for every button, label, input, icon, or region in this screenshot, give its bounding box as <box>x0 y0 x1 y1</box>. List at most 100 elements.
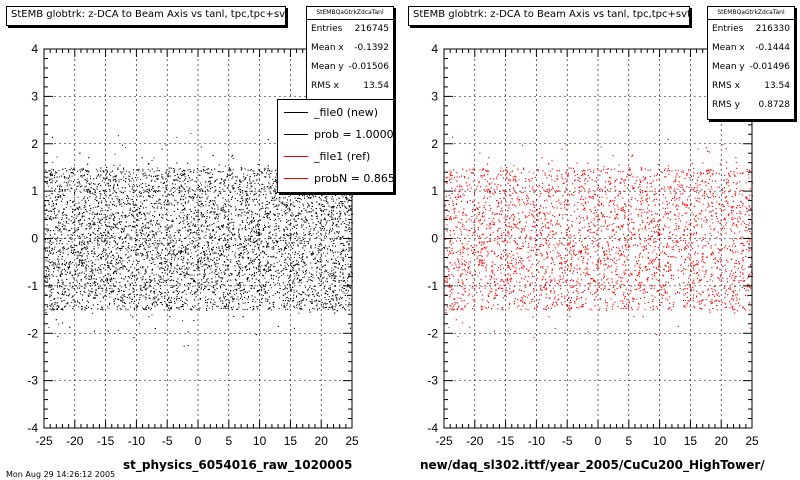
data-point <box>298 312 300 314</box>
data-point <box>90 175 92 177</box>
data-point <box>258 195 260 197</box>
data-point <box>77 273 79 275</box>
data-point <box>344 205 345 207</box>
data-point <box>130 306 132 308</box>
data-point <box>234 254 236 256</box>
data-point <box>186 221 188 223</box>
data-point <box>272 179 274 180</box>
data-point <box>104 232 106 234</box>
data-point <box>70 246 72 248</box>
data-point <box>238 235 240 237</box>
data-point <box>300 257 302 259</box>
data-point <box>84 199 86 201</box>
data-point <box>324 247 326 249</box>
data-point <box>210 177 212 178</box>
data-point <box>222 188 224 190</box>
data-point <box>80 252 82 254</box>
data-point <box>331 198 332 200</box>
data-point <box>146 175 148 177</box>
data-point <box>200 206 202 208</box>
data-point <box>196 255 198 257</box>
data-point <box>78 207 80 209</box>
data-point <box>350 205 352 207</box>
data-point <box>82 239 84 241</box>
data-point <box>80 191 82 193</box>
data-point <box>247 195 249 197</box>
data-point <box>69 237 71 239</box>
data-point <box>171 241 173 243</box>
data-point <box>132 291 134 293</box>
data-point <box>303 263 305 265</box>
data-point <box>130 274 132 276</box>
data-point <box>154 300 156 302</box>
data-point <box>180 212 182 214</box>
data-point <box>321 255 323 257</box>
data-point <box>129 173 131 175</box>
data-point <box>88 289 90 291</box>
data-point <box>303 242 305 244</box>
data-point <box>195 246 196 248</box>
data-point <box>123 179 125 181</box>
data-point <box>112 283 114 285</box>
data-point <box>67 222 69 224</box>
data-point <box>70 251 72 253</box>
data-point <box>179 191 181 193</box>
data-point <box>328 274 330 276</box>
data-point <box>182 251 184 253</box>
data-point <box>347 280 349 282</box>
data-point <box>189 187 191 189</box>
data-point <box>310 246 311 248</box>
data-point <box>267 268 269 270</box>
data-point <box>180 184 182 186</box>
data-point <box>253 217 255 219</box>
data-point <box>258 173 260 175</box>
data-point <box>80 171 81 173</box>
data-point <box>205 286 207 288</box>
data-point <box>236 283 238 285</box>
data-point <box>104 240 106 242</box>
data-point <box>248 296 249 297</box>
data-point <box>127 262 129 264</box>
data-point <box>239 247 241 249</box>
data-point <box>88 171 90 173</box>
data-point <box>240 255 242 257</box>
data-point <box>173 187 175 188</box>
data-point <box>170 276 171 278</box>
data-point <box>204 270 205 272</box>
data-point <box>207 284 209 286</box>
data-point <box>85 203 87 205</box>
data-point <box>129 296 131 298</box>
data-point <box>230 279 232 281</box>
data-point <box>190 249 192 251</box>
data-point <box>237 232 239 234</box>
data-point <box>153 274 155 276</box>
data-point <box>192 285 194 287</box>
data-point <box>168 252 169 254</box>
data-point <box>158 198 160 200</box>
data-point <box>84 292 86 293</box>
data-point <box>170 189 172 191</box>
data-point <box>218 272 220 274</box>
data-point <box>54 174 55 176</box>
data-point <box>218 235 220 237</box>
data-point <box>58 256 59 258</box>
data-point <box>272 183 274 184</box>
data-point <box>57 263 59 265</box>
data-point <box>319 198 321 200</box>
data-point <box>264 277 266 279</box>
data-point <box>341 297 343 299</box>
data-point <box>188 262 190 264</box>
data-point <box>277 279 279 281</box>
data-point <box>269 307 271 309</box>
data-point <box>298 236 300 238</box>
data-point <box>238 254 240 256</box>
data-point <box>319 307 321 309</box>
data-point <box>124 237 126 239</box>
data-point <box>52 161 54 163</box>
data-point <box>230 296 232 298</box>
data-point <box>52 217 54 219</box>
data-point <box>211 248 213 250</box>
data-point <box>261 173 263 175</box>
data-point <box>332 228 333 229</box>
data-point <box>69 283 71 285</box>
